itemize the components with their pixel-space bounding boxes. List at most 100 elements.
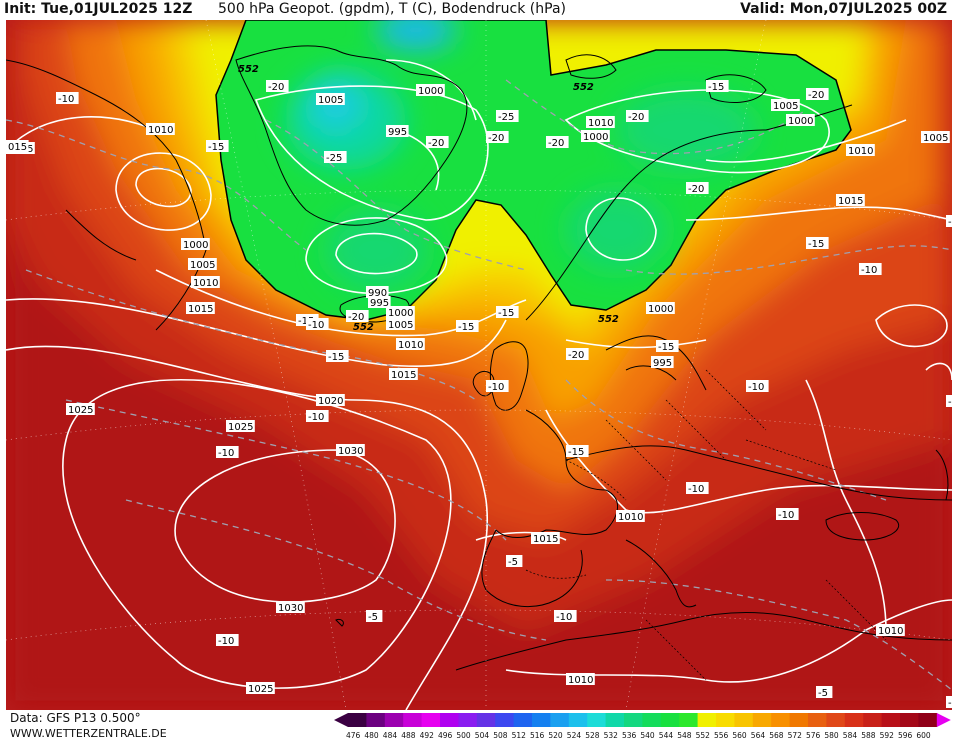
colorbar-tick-label: 516 bbox=[530, 731, 545, 740]
colorbar-swatch bbox=[458, 713, 478, 727]
colorbar-swatch bbox=[495, 713, 515, 727]
temperature-label: -10 bbox=[486, 380, 509, 393]
pressure-label-text: 1000 bbox=[788, 116, 813, 127]
pressure-label: 990 bbox=[366, 286, 389, 299]
temperature-label-text: -20 bbox=[688, 184, 704, 195]
pressure-label-box bbox=[646, 302, 675, 314]
pressure-label-text: 1025 bbox=[248, 684, 273, 695]
temperature-label-text: -15 bbox=[708, 82, 724, 93]
temperature-label: -20 bbox=[686, 182, 709, 195]
pressure-label-text: 1005 bbox=[773, 101, 798, 112]
temperature-label: -15 bbox=[496, 306, 519, 319]
colorbar-tick-label: 596 bbox=[898, 731, 913, 740]
init-time: Init: Tue,01JUL2025 12Z bbox=[4, 1, 193, 17]
temperature-label-box bbox=[306, 318, 329, 330]
temperature-label: -10 bbox=[946, 395, 952, 408]
isobar-east-low bbox=[875, 304, 948, 348]
temperature-label-text: -20 bbox=[548, 138, 564, 149]
temperature-label: -25 bbox=[496, 110, 519, 123]
pressure-label-text: 995 bbox=[653, 358, 672, 369]
temperature-label-text: -15 bbox=[568, 447, 584, 458]
isobar-1020 bbox=[6, 345, 488, 710]
pressure-label: 1030 bbox=[276, 601, 305, 614]
temperature-label: -15 bbox=[206, 140, 229, 153]
colorbar-swatch bbox=[421, 713, 441, 727]
pressure-label: 1005 bbox=[188, 258, 217, 271]
core-iceland bbox=[326, 210, 426, 290]
data-source: Data: GFS P13 0.500° bbox=[10, 711, 141, 725]
temperature-label-text: -25 bbox=[326, 153, 342, 164]
temperature-label: -25 bbox=[324, 151, 347, 164]
pressure-label-box bbox=[786, 114, 815, 126]
colorbar-tick-label: 568 bbox=[769, 731, 784, 740]
colorbar-swatch bbox=[752, 713, 772, 727]
pressure-label: 1010 bbox=[586, 116, 615, 129]
temperature-label-box bbox=[496, 306, 519, 318]
border-6 bbox=[525, 569, 587, 579]
colorbar-tick-label: 512 bbox=[511, 731, 526, 740]
grid-lat-2 bbox=[6, 409, 952, 441]
temperature-label-box bbox=[326, 350, 349, 362]
pressure-label-box bbox=[188, 258, 217, 270]
colorbar-swatch bbox=[660, 713, 680, 727]
border-4 bbox=[705, 369, 767, 431]
core-scandinavia bbox=[566, 190, 666, 270]
pressure-label-text: 1000 bbox=[583, 132, 608, 143]
pressure-label-text: 1015 bbox=[838, 196, 863, 207]
colorbar-tick-label: 552 bbox=[695, 731, 710, 740]
temperature-label-box bbox=[554, 610, 577, 622]
temperature-label-text: -15 bbox=[208, 142, 224, 153]
colorbar-swatch bbox=[624, 713, 643, 727]
pressure-label-text: 1000 bbox=[388, 308, 413, 319]
pressure-label: 1010 bbox=[616, 510, 645, 523]
pressure-label-text: 995 bbox=[388, 127, 407, 138]
pressure-label: 995 bbox=[368, 296, 391, 309]
colorbar-end-right bbox=[936, 713, 951, 727]
temperature-label-box bbox=[859, 263, 882, 275]
colorbar-tick-label: 564 bbox=[750, 731, 766, 740]
geopotential-label: 552 bbox=[598, 314, 619, 325]
pressure-label-text: 1010 bbox=[878, 626, 903, 637]
temperature-label-box bbox=[806, 88, 829, 100]
temperature-label-text: -10 bbox=[58, 94, 74, 105]
pressure-label-text: 995 bbox=[370, 298, 389, 309]
colorbar-tick-label: 540 bbox=[640, 731, 655, 740]
temperature-label-text: -20 bbox=[568, 350, 584, 361]
temperature-label-box bbox=[946, 395, 952, 407]
temperature-label-box bbox=[266, 80, 289, 92]
temperature-label-box bbox=[426, 136, 449, 148]
colorbar-tick-label: 536 bbox=[622, 731, 637, 740]
isobar-east-low-2 bbox=[925, 362, 952, 381]
pressure-label-box bbox=[316, 394, 345, 406]
isobar-1010-se bbox=[805, 379, 887, 631]
temperature-label: -20 bbox=[346, 310, 369, 323]
temperature-label-box bbox=[324, 151, 347, 163]
geopotential-label-text: 552 bbox=[573, 82, 594, 93]
geopotential-label-text: 552 bbox=[353, 322, 374, 333]
isobar-1025-azores bbox=[62, 379, 452, 689]
colorbar-swatch bbox=[513, 713, 533, 727]
colorbar-swatch bbox=[532, 713, 551, 727]
pressure-label-box bbox=[246, 682, 275, 694]
pressure-label: 1000 bbox=[181, 238, 210, 251]
pressure-label-box bbox=[366, 286, 389, 298]
pressure-label-box bbox=[386, 125, 409, 137]
isobar-1005-greenland bbox=[254, 85, 489, 221]
pressure-label-box bbox=[531, 532, 560, 544]
pressure-label: 1000 bbox=[581, 130, 610, 143]
weather-map: 1005100099510101015100010051010101599099… bbox=[6, 20, 952, 710]
temperature-label-box bbox=[946, 215, 952, 227]
colorbar-swatch bbox=[384, 713, 404, 727]
pressure-label-text: 1010 bbox=[618, 512, 643, 523]
temperature-label-box bbox=[656, 340, 679, 352]
pressure-label: 1025 bbox=[66, 403, 95, 416]
pressure-label-box bbox=[276, 601, 305, 613]
coast-novaya bbox=[705, 74, 767, 103]
temperature-label-text: -10 bbox=[556, 612, 572, 623]
temperature-label-box bbox=[686, 182, 709, 194]
pressure-label-box bbox=[336, 444, 365, 456]
temperature-label-box bbox=[816, 686, 833, 698]
temperature-label-text: -20 bbox=[808, 90, 824, 101]
temperature-label-text: -20 bbox=[628, 112, 644, 123]
